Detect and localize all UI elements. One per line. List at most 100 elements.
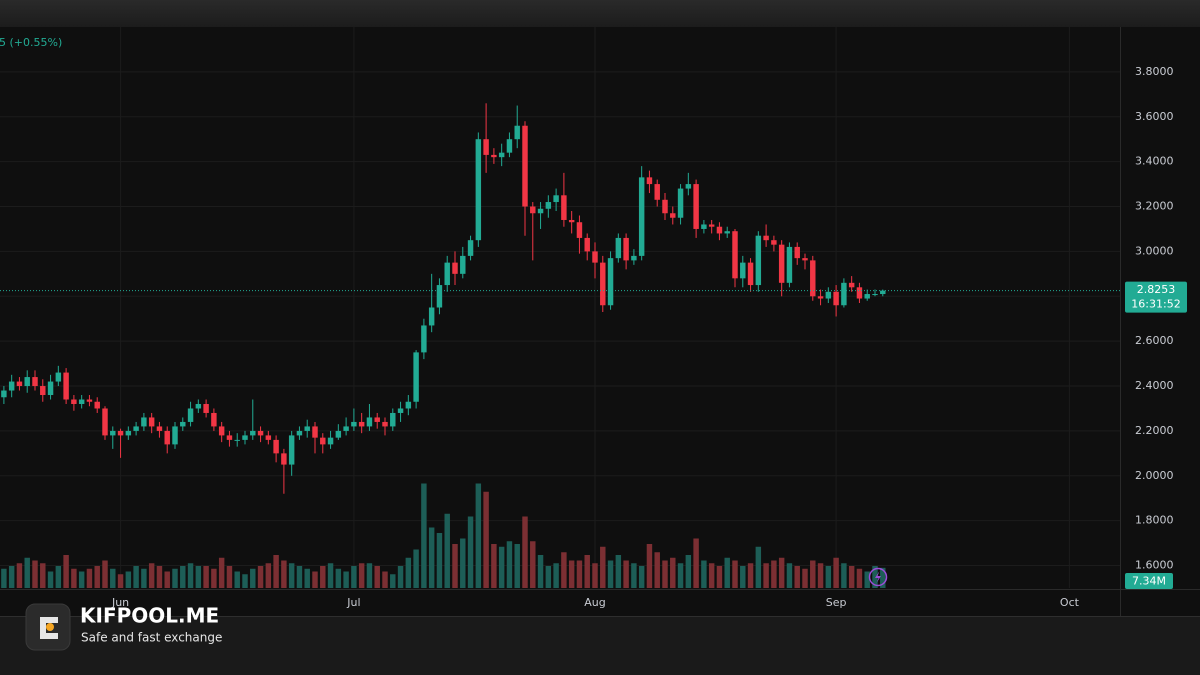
candle-body bbox=[880, 290, 886, 295]
volume-bar bbox=[561, 552, 567, 588]
candle-body bbox=[63, 372, 69, 400]
volume-bar bbox=[218, 557, 225, 588]
volume-bar bbox=[304, 568, 310, 588]
volume-bar bbox=[514, 544, 520, 588]
volume-bar bbox=[880, 567, 886, 588]
volume-bar bbox=[841, 563, 847, 588]
candle-body bbox=[856, 287, 863, 299]
x-tick-label: Jun bbox=[111, 596, 129, 609]
y-tick-label: 2.4000 bbox=[1135, 379, 1174, 392]
volume-bar bbox=[102, 560, 108, 588]
candle-body bbox=[615, 237, 622, 259]
volume-bar bbox=[763, 563, 769, 588]
candle-body bbox=[47, 381, 54, 396]
candle-body bbox=[662, 199, 668, 214]
volume-bar bbox=[327, 563, 334, 588]
volume-bar bbox=[732, 560, 738, 588]
candle-body bbox=[226, 435, 233, 440]
candle-body bbox=[584, 237, 590, 252]
candle-body bbox=[600, 262, 606, 306]
volume-bar bbox=[623, 560, 629, 588]
candle-body bbox=[631, 255, 637, 261]
candle-body bbox=[771, 240, 777, 245]
brand: KIFPOOL.ME Safe and fast exchange bbox=[25, 603, 222, 651]
volume-bar bbox=[872, 566, 878, 588]
candle-body bbox=[428, 307, 435, 326]
grid bbox=[0, 27, 1120, 588]
candle-body bbox=[234, 439, 240, 441]
volume-bar bbox=[63, 555, 69, 588]
top-bar bbox=[0, 0, 1200, 27]
candle-body bbox=[327, 437, 334, 445]
volume-bar bbox=[771, 560, 777, 588]
volume-bar bbox=[71, 568, 77, 588]
candle-body bbox=[117, 430, 124, 436]
volume-bar bbox=[110, 568, 116, 588]
y-tick-label: 3.4000 bbox=[1135, 155, 1174, 168]
candle-body bbox=[110, 430, 116, 436]
volume-bar bbox=[568, 560, 575, 588]
volume-bar bbox=[47, 571, 54, 588]
candle-body bbox=[810, 260, 816, 297]
candle-body bbox=[405, 401, 412, 409]
candle-body bbox=[553, 195, 559, 203]
candle-body bbox=[732, 231, 738, 279]
volume-bar bbox=[708, 563, 715, 588]
candle-body bbox=[778, 244, 785, 283]
volume-bar bbox=[281, 560, 287, 588]
volume-bar bbox=[94, 566, 100, 588]
volume-bar bbox=[180, 566, 186, 588]
volume-bar bbox=[312, 571, 318, 588]
candle-body bbox=[312, 426, 318, 438]
candle-body bbox=[460, 255, 466, 274]
volume-bar bbox=[203, 566, 209, 588]
volume-bar bbox=[848, 566, 855, 588]
candle-body bbox=[654, 184, 660, 200]
candle-body bbox=[670, 213, 676, 218]
volume-bar bbox=[133, 566, 139, 588]
volume-layer bbox=[1, 483, 886, 588]
candle-body bbox=[646, 177, 653, 185]
candle-body bbox=[506, 139, 513, 153]
volume-bar bbox=[662, 560, 668, 588]
volume-bar bbox=[794, 566, 800, 588]
volume-bar bbox=[343, 571, 349, 588]
x-tick-label: Oct bbox=[1060, 596, 1080, 609]
price-label: 2.8253 bbox=[1137, 283, 1176, 296]
candle-body bbox=[133, 426, 139, 431]
candle-body bbox=[833, 291, 839, 306]
volume-bar bbox=[187, 563, 194, 588]
candle-body bbox=[872, 294, 878, 296]
volume-bar bbox=[444, 513, 450, 588]
volume-bar bbox=[452, 544, 458, 588]
volume-bar bbox=[211, 568, 217, 588]
volume-bar bbox=[226, 566, 233, 588]
candle-body bbox=[40, 386, 46, 396]
candle-body bbox=[24, 377, 30, 387]
volume-bar bbox=[335, 568, 342, 588]
volume-bar bbox=[856, 568, 863, 588]
candle-body bbox=[32, 377, 38, 387]
volume-bar bbox=[148, 563, 155, 588]
candle-body bbox=[374, 417, 380, 422]
volume-bar bbox=[864, 571, 870, 588]
volume-bar bbox=[537, 555, 544, 588]
candle-body bbox=[514, 125, 520, 140]
volume-bar bbox=[491, 544, 497, 588]
volume-bar bbox=[677, 563, 684, 588]
y-tick-label: 1.8000 bbox=[1135, 514, 1174, 527]
candle-body bbox=[265, 435, 272, 440]
volume-bar bbox=[817, 563, 824, 588]
candle-body bbox=[180, 421, 186, 427]
candle-body bbox=[786, 246, 793, 283]
candle-layer bbox=[0, 103, 1120, 494]
alert-icon[interactable] bbox=[868, 567, 888, 587]
candle-body bbox=[335, 430, 342, 438]
candle-body bbox=[708, 224, 715, 227]
candle-body bbox=[724, 231, 730, 234]
volume-bar bbox=[600, 546, 606, 588]
candle-body bbox=[467, 240, 474, 256]
candle-body bbox=[71, 399, 77, 404]
volume-bar bbox=[522, 516, 528, 588]
